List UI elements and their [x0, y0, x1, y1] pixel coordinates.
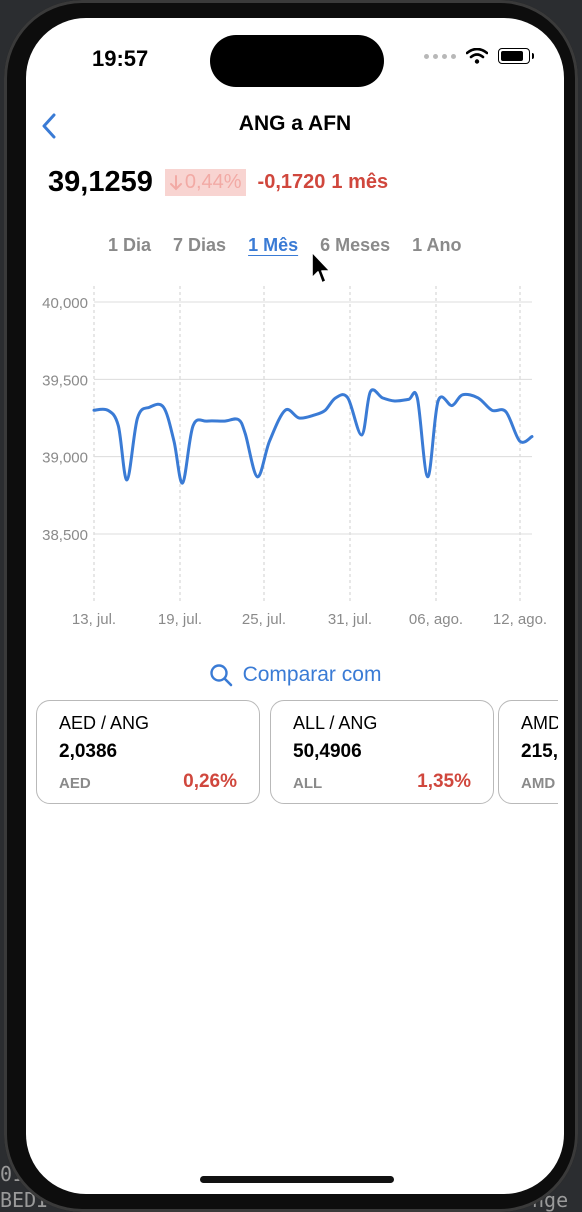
compare-button[interactable]: Comparar com [26, 663, 564, 687]
x-tick-label: 31, jul. [328, 611, 372, 628]
currency-card-amd[interactable]: AMD / ANG 215, AMD [498, 700, 558, 804]
chart-series-line [92, 388, 534, 485]
phone-frame: 19:57 ANG a AFN 39,1259 [4, 0, 578, 1212]
chart-horizontal-grid [94, 301, 532, 535]
x-tick-label: 13, jul. [72, 611, 116, 628]
chart-y-labels: 40,000 39,500 39,000 38,500 [42, 295, 88, 544]
card-percent: 0,26% [183, 771, 237, 792]
card-pair: ALL / ANG [293, 713, 378, 733]
percent-change: 0,44% [184, 171, 242, 193]
card-percent: 1,35% [417, 771, 471, 792]
card-code: AED [59, 775, 91, 792]
search-icon [209, 664, 232, 687]
nav-bar: ANG a AFN [26, 106, 564, 146]
status-time: 19:57 [92, 46, 149, 71]
x-tick-label: 06, ago. [409, 611, 463, 628]
x-tick-label: 19, jul. [158, 611, 202, 628]
chart-vertical-grid [93, 286, 521, 603]
arrow-down-icon [169, 174, 182, 190]
wifi-icon [466, 48, 488, 64]
current-rate: 39,1259 [48, 166, 153, 198]
rate-chart: 40,000 39,500 39,000 38,500 13, jul. 19, jul… [42, 286, 547, 628]
card-code: AMD [521, 775, 556, 792]
card-value: 50,4906 [293, 741, 362, 762]
tab-1-day[interactable]: 1 Dia [108, 235, 152, 255]
price-summary: 39,1259 0,44% -0,1720 1 mês [48, 166, 388, 199]
tab-6-months[interactable]: 6 Meses [320, 235, 391, 255]
compare-cards: AED / ANG 2,0386 AED 0,26% ALL / ANG 50,… [36, 700, 558, 804]
change-period: 1 mês [331, 171, 389, 193]
card-value: 2,0386 [59, 741, 118, 762]
y-tick-label: 39,000 [42, 450, 88, 467]
currency-card-all[interactable]: ALL / ANG 50,4906 ALL 1,35% [270, 700, 494, 804]
compare-label: Comparar com [242, 663, 382, 686]
card-pair: AED / ANG [59, 713, 150, 733]
card-code: ALL [293, 775, 323, 792]
battery-icon [498, 48, 534, 64]
tab-1-year[interactable]: 1 Ano [412, 235, 462, 255]
mouse-pointer-icon [311, 251, 331, 284]
dynamic-island [210, 35, 384, 87]
x-tick-label: 25, jul. [242, 611, 286, 628]
status-icons [424, 48, 534, 64]
cellular-icon [424, 53, 456, 59]
y-tick-label: 39,500 [42, 372, 88, 389]
home-indicator [200, 1176, 394, 1183]
back-button[interactable] [36, 110, 66, 142]
chevron-left-icon [42, 113, 56, 139]
page-title: ANG a AFN [238, 112, 352, 135]
tab-7-days[interactable]: 7 Dias [173, 235, 227, 255]
percent-change-badge: 0,44% [164, 169, 246, 196]
chart-x-labels: 13, jul. 19, jul. 25, jul. 31, jul. 06, ago.… [72, 611, 547, 628]
phone-screen: 19:57 ANG a AFN 39,1259 [26, 18, 564, 1194]
x-tick-label: 12, ago. [493, 611, 547, 628]
y-tick-label: 40,000 [42, 295, 88, 312]
tab-1-month[interactable]: 1 Mês [248, 235, 299, 255]
card-value: 215, [521, 741, 558, 762]
card-pair: AMD / ANG [521, 713, 558, 733]
range-tabs: 1 Dia 7 Dias 1 Mês 6 Meses 1 Ano [108, 235, 484, 256]
absolute-change: -0,1720 [257, 171, 326, 193]
currency-card-aed[interactable]: AED / ANG 2,0386 AED 0,26% [36, 700, 260, 804]
y-tick-label: 38,500 [42, 527, 88, 544]
